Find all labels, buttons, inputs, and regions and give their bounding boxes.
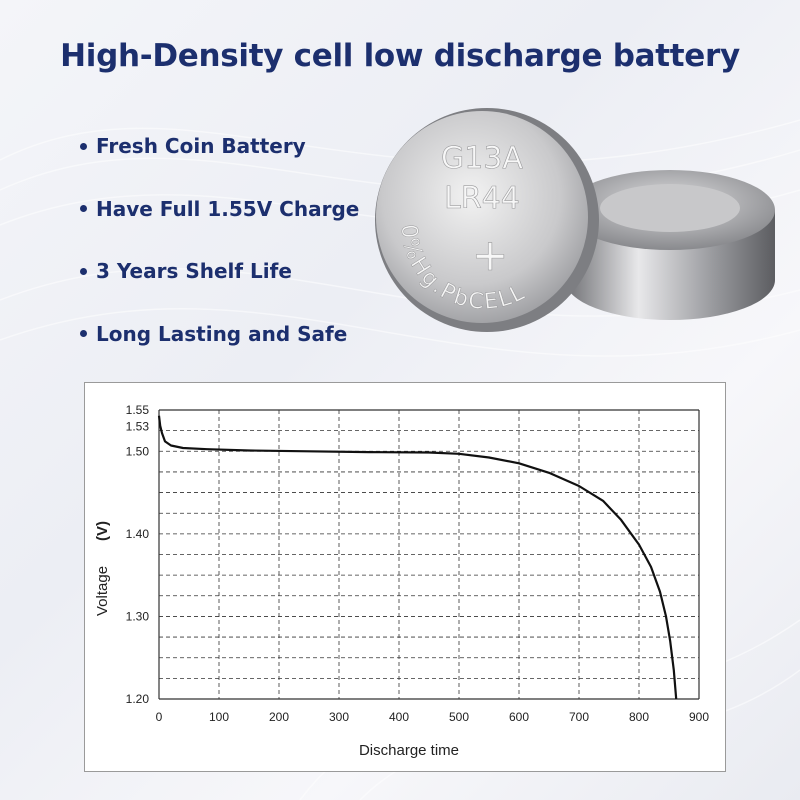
feature-label: 3 Years Shelf Life bbox=[96, 259, 292, 283]
y-tick-label: 1.40 bbox=[126, 527, 150, 541]
feature-label: Fresh Coin Battery bbox=[96, 134, 306, 158]
feature-list: Fresh Coin Battery Have Full 1.55V Charg… bbox=[80, 130, 359, 380]
y-tick-label: 1.30 bbox=[126, 609, 150, 623]
y-axis-title: Voltage bbox=[94, 566, 111, 616]
y-axis-unit: (V) bbox=[94, 521, 111, 541]
feature-label: Have Full 1.55V Charge bbox=[96, 196, 360, 221]
x-tick-label: 400 bbox=[389, 710, 409, 724]
bullet-icon bbox=[80, 330, 87, 337]
feature-item: Long Lasting and Safe bbox=[80, 318, 359, 350]
battery-model-text: G13A bbox=[441, 141, 523, 176]
front-battery: G13A LR44 + 0%Hg.PbCELL bbox=[375, 108, 599, 332]
x-tick-label: 0 bbox=[156, 710, 163, 724]
x-tick-label: 300 bbox=[329, 710, 349, 724]
x-tick-label: 500 bbox=[449, 710, 469, 724]
x-tick-label: 700 bbox=[569, 710, 589, 724]
y-tick-label: 1.53 bbox=[126, 420, 150, 434]
discharge-chart-card: 0 100 200 300 400 500 600 700 800 900 1.20 1.30 1.40… bbox=[84, 382, 726, 772]
discharge-curve bbox=[157, 415, 678, 700]
y-axis-title-group: Voltage (V) bbox=[94, 521, 111, 616]
coin-battery-image: G13A LR44 + 0%Hg.PbCELL bbox=[375, 108, 775, 332]
y-tick-label: 1.50 bbox=[126, 444, 150, 458]
battery-code-text: LR44 bbox=[444, 181, 520, 216]
bullet-icon bbox=[80, 205, 87, 212]
back-battery bbox=[565, 170, 775, 320]
bullet-icon bbox=[80, 142, 87, 150]
x-tick-label: 800 bbox=[629, 710, 649, 724]
feature-label: Long Lasting and Safe bbox=[96, 321, 348, 346]
feature-item: Fresh Coin Battery bbox=[80, 130, 359, 162]
feature-item: 3 Years Shelf Life bbox=[80, 255, 359, 287]
bullet-icon bbox=[80, 267, 87, 275]
chart-ticks: 0 100 200 300 400 500 600 700 800 900 1.20 1.30 1.40… bbox=[126, 403, 710, 724]
chart-grid bbox=[158, 409, 700, 700]
battery-polarity-text: + bbox=[472, 230, 509, 281]
x-tick-label: 100 bbox=[209, 710, 229, 724]
x-tick-label: 900 bbox=[689, 710, 709, 724]
discharge-chart: 0 100 200 300 400 500 600 700 800 900 1.20 1.30 1.40… bbox=[94, 403, 710, 759]
y-tick-label: 1.20 bbox=[126, 692, 150, 706]
y-tick-label: 1.55 bbox=[126, 403, 150, 417]
x-tick-label: 200 bbox=[269, 710, 289, 724]
feature-item: Have Full 1.55V Charge bbox=[80, 193, 359, 225]
page-headline: High-Density cell low discharge battery bbox=[60, 38, 740, 74]
x-axis-title: Discharge time bbox=[359, 742, 459, 759]
x-tick-label: 600 bbox=[509, 710, 529, 724]
